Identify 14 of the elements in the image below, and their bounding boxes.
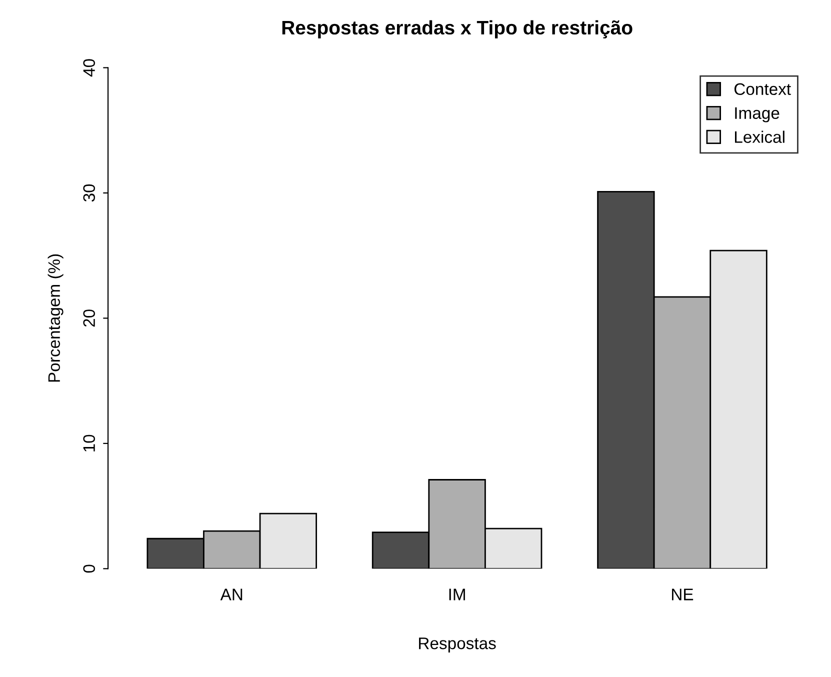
x-tick-label: AN — [220, 588, 242, 600]
y-tick-label: 40 — [83, 59, 96, 77]
legend-label: Lexical — [735, 130, 784, 143]
y-tick-label: 10 — [83, 434, 96, 452]
legend-label: Context — [734, 83, 791, 96]
x-tick-label: NE — [672, 588, 694, 600]
legend-label: Image — [735, 107, 780, 122]
y-tick-label: 30 — [83, 184, 96, 202]
x-tick-label: IM — [449, 588, 465, 600]
y-axis-title: Porcentagem (%) — [48, 254, 64, 382]
y-tick-label: 0 — [83, 564, 96, 573]
x-axis-title: Respostas — [419, 638, 496, 653]
chart-title: Respostas erradas x Tipo de restrição — [282, 20, 632, 38]
y-tick-label: 20 — [83, 310, 96, 327]
